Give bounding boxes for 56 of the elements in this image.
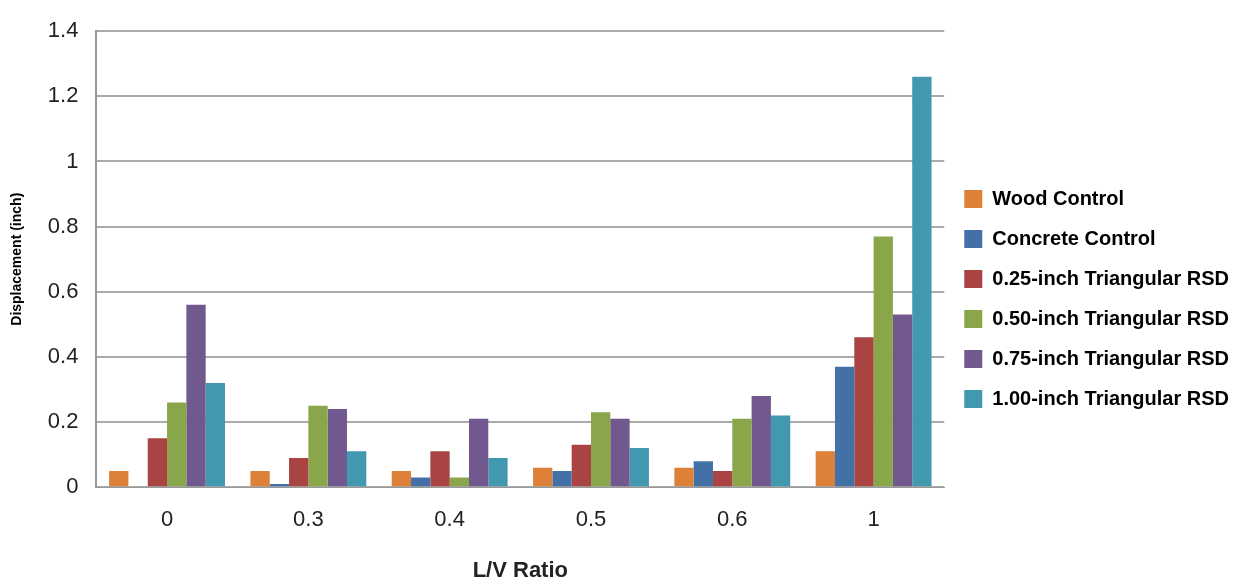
y-tick-label: 0.4 <box>47 342 79 368</box>
bar <box>391 470 412 487</box>
x-tick-label: 0.4 <box>434 506 465 532</box>
bar <box>674 467 694 487</box>
bar <box>834 366 855 487</box>
x-tick-label: 1 <box>867 506 880 532</box>
x-tick-label: 0 <box>160 506 174 532</box>
bar <box>712 470 733 487</box>
bar <box>770 415 791 487</box>
bar <box>289 457 309 487</box>
legend-label: Wood Control <box>992 186 1125 209</box>
bar <box>610 418 630 487</box>
y-tick-label: 1.2 <box>47 82 79 108</box>
y-tick-label: 0.6 <box>47 277 79 303</box>
bar <box>449 477 469 487</box>
bar <box>327 409 347 487</box>
legend-label: Concrete Control <box>992 226 1156 249</box>
bar <box>552 470 572 487</box>
y-tick-label: 0.2 <box>47 408 79 434</box>
bar <box>590 412 611 487</box>
x-axis-title: L/V Ratio <box>472 556 568 582</box>
bar <box>533 467 553 487</box>
legend-label: 0.75-inch Triangular RSD <box>992 346 1230 369</box>
bar <box>346 451 367 487</box>
bar <box>411 477 431 487</box>
x-tick-label: 0.5 <box>575 506 607 532</box>
bar <box>751 396 771 487</box>
y-tick-label: 0 <box>66 473 79 499</box>
bar <box>854 337 874 487</box>
bar <box>205 382 225 487</box>
bar <box>873 236 893 487</box>
y-tick-label: 1 <box>66 147 79 173</box>
bar <box>167 402 187 487</box>
y-axis-title: Displacement (inch) <box>8 192 25 326</box>
bar <box>109 470 129 487</box>
bar <box>468 418 489 487</box>
bar <box>912 76 932 487</box>
legend-label: 1.00-inch Triangular RSD <box>992 386 1230 409</box>
y-tick-label: 1.4 <box>47 17 79 43</box>
legend-label: 0.25-inch Triangular RSD <box>992 266 1230 289</box>
bar <box>147 438 168 487</box>
bar <box>693 461 713 487</box>
bar <box>488 457 508 487</box>
bar <box>629 448 649 487</box>
x-tick-label: 0.3 <box>293 506 324 532</box>
bar <box>732 418 752 487</box>
bar <box>430 451 450 487</box>
bar <box>186 304 206 487</box>
bar <box>892 314 913 487</box>
bar <box>250 470 270 487</box>
x-tick-label: 0.6 <box>717 506 748 532</box>
legend-label: 0.50-inch Triangular RSD <box>992 306 1230 329</box>
y-tick-label: 0.8 <box>47 212 79 238</box>
bar <box>815 451 835 487</box>
bar <box>571 444 591 487</box>
bar <box>308 405 328 487</box>
